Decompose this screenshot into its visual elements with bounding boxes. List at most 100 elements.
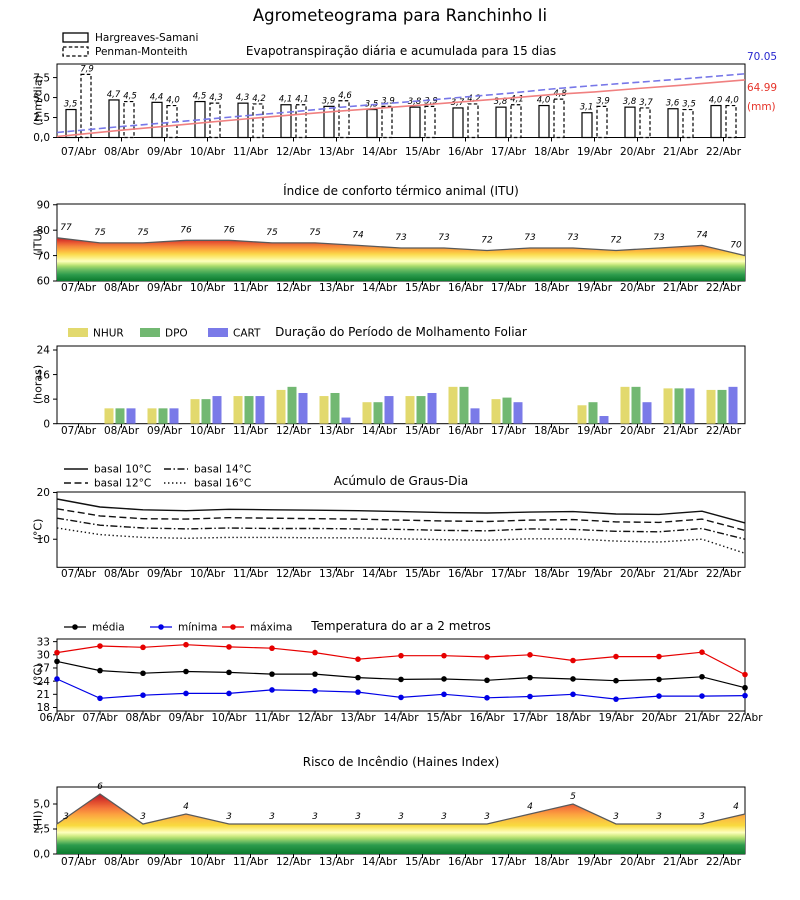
bar-value-label: 4,3 xyxy=(236,93,250,103)
bar-value-label: 3,9 xyxy=(381,96,395,106)
bar-cart xyxy=(341,417,351,424)
temperature-line xyxy=(56,644,746,676)
x-tick-label: 22/Abr xyxy=(706,282,742,294)
bar-nhur xyxy=(577,405,587,424)
x-tick-label: 12/Abr xyxy=(297,712,333,724)
y-tick-label: 27 xyxy=(37,663,50,675)
temperature-point xyxy=(441,676,447,682)
bar-value-label: 4,2 xyxy=(252,94,266,104)
temperature-point xyxy=(398,676,404,683)
bar-cart xyxy=(427,392,437,424)
x-tick-label: 17/Abr xyxy=(491,425,527,437)
x-tick-label: 13/Abr xyxy=(319,856,355,868)
bar-nhur xyxy=(706,389,716,424)
degree-day-line xyxy=(56,517,746,540)
plot-border xyxy=(56,638,746,712)
x-tick-label: 12/Abr xyxy=(276,856,312,868)
x-tick-label: 10/Abr xyxy=(190,146,226,158)
chart-evapotranspiracao: 0,0 2,5 5,0 7,5 07/Abr 08/Abr 09/Abr 10/Abr 11/A… xyxy=(33,32,746,158)
x-tick-label: 12/Abr xyxy=(276,282,312,294)
bar-dpo xyxy=(631,386,641,424)
y-tick-label: 30 xyxy=(37,650,50,662)
temperature-point xyxy=(97,667,103,674)
point-label: 76 xyxy=(180,225,192,235)
legend-label: NHUR xyxy=(93,328,124,340)
x-tick-label: 13/Abr xyxy=(319,568,355,580)
bar-value-label: 4,0 xyxy=(166,96,180,106)
x-tick-label: 14/Abr xyxy=(362,856,398,868)
point-label: 4 xyxy=(183,802,189,812)
point-label: 72 xyxy=(481,236,493,246)
x-tick-label: 16/Abr xyxy=(448,282,484,294)
accumulated-line xyxy=(56,73,746,134)
bar-nhur xyxy=(319,396,329,424)
temperature-point xyxy=(355,656,361,662)
bar-value-label: 4,1 xyxy=(510,95,524,105)
x-tick-label: 10/Abr xyxy=(211,712,247,724)
legend-swatch xyxy=(208,328,228,337)
temperature-point xyxy=(441,691,447,698)
bar-penman xyxy=(725,104,737,139)
temperature-point xyxy=(97,643,103,649)
temperature-point xyxy=(484,695,490,701)
point-label: 4 xyxy=(733,802,739,812)
legend-label: Penman-Monteith xyxy=(95,46,188,58)
x-tick-label: 15/Abr xyxy=(405,856,441,868)
point-label: 3 xyxy=(699,812,705,822)
bar-value-label: 3,9 xyxy=(596,96,610,106)
legend-swatch xyxy=(62,32,89,43)
chart-title-graus-dia: Acúmulo de Graus-Dia xyxy=(333,474,469,488)
legend-label: CART xyxy=(233,328,261,340)
chart-itu: 60 70 80 90 07/Abr 08/Abr 09/Abr 10/Abr 11/Abr 12… xyxy=(37,199,746,294)
point-label: 75 xyxy=(137,228,149,238)
x-tick-label: 15/Abr xyxy=(405,146,441,158)
bar-penman xyxy=(338,100,350,139)
chart-title-evapotranspiracao: Evapotranspiração diária e acumulada par… xyxy=(245,44,557,58)
temperature-point xyxy=(699,673,705,680)
point-label: 74 xyxy=(352,230,364,240)
bar-penman xyxy=(596,105,608,139)
bar-nhur xyxy=(104,408,114,424)
legend-swatch xyxy=(62,46,89,57)
bar-value-label: 4,2 xyxy=(467,94,481,104)
x-tick-label: 18/Abr xyxy=(555,712,591,724)
x-tick-label: 19/Abr xyxy=(577,282,613,294)
y-tick-label: 5,0 xyxy=(33,799,50,811)
temperature-point xyxy=(54,658,60,665)
x-tick-label: 22/Abr xyxy=(706,146,742,158)
accumulated-unit-label: (mm) xyxy=(747,101,776,113)
temperature-point xyxy=(54,676,60,682)
bar-cart xyxy=(126,408,136,424)
temperature-line xyxy=(56,660,746,689)
y-tick-label: 0,0 xyxy=(33,849,50,861)
temperature-point xyxy=(613,677,619,684)
bar-cart xyxy=(642,402,652,424)
bar-value-label: 3,9 xyxy=(322,96,336,106)
bar-penman xyxy=(682,108,694,139)
point-label: 3 xyxy=(312,812,318,822)
temperature-point xyxy=(312,688,318,694)
temperature-point xyxy=(613,653,619,660)
x-tick-label: 17/Abr xyxy=(491,146,527,158)
point-label: 3 xyxy=(613,812,619,822)
bar-hargreaves xyxy=(581,112,593,139)
x-tick-label: 17/Abr xyxy=(491,282,527,294)
chart-title-haines: Risco de Incêndio (Haines Index) xyxy=(302,755,500,769)
point-label: 3 xyxy=(355,812,361,822)
x-tick-label: 21/Abr xyxy=(663,146,699,158)
bar-dpo xyxy=(244,396,254,424)
y-tick-label: 5,0 xyxy=(33,92,50,104)
point-label: 75 xyxy=(266,228,278,238)
legend-label: basal 10°C xyxy=(94,464,151,476)
x-tick-label: 20/Abr xyxy=(620,146,656,158)
x-tick-label: 11/Abr xyxy=(254,712,290,724)
x-tick-label: 16/Abr xyxy=(448,425,484,437)
temperature-point xyxy=(183,690,189,697)
bar-dpo xyxy=(373,402,383,424)
temperature-point xyxy=(656,693,662,699)
point-label: 4 xyxy=(527,802,533,812)
y-tick-label: 70 xyxy=(37,250,50,262)
bar-value-label: 4,4 xyxy=(150,92,164,102)
x-tick-label: 13/Abr xyxy=(319,425,355,437)
point-label: 73 xyxy=(653,233,665,243)
